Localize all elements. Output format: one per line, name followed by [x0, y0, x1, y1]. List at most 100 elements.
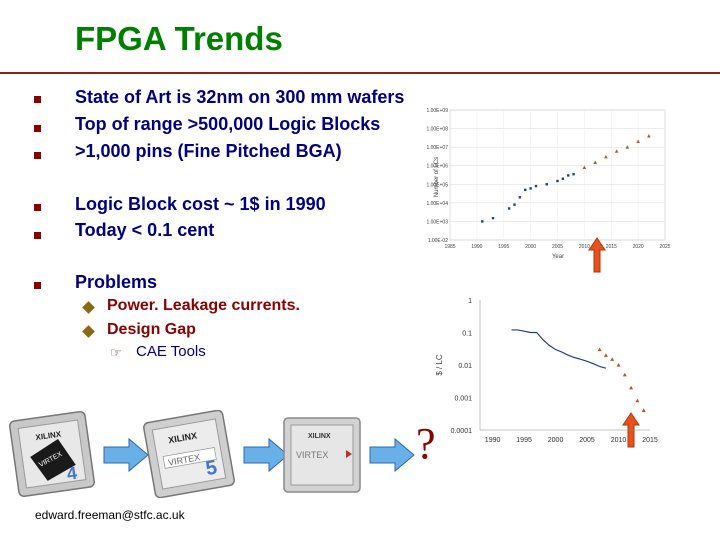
- data-point: [572, 172, 575, 176]
- x-tick-label: 2000: [548, 437, 564, 444]
- data-point: [561, 177, 565, 180]
- y-tick-label: 0.01: [458, 363, 472, 370]
- projection-points: [597, 347, 646, 413]
- projection-point: [593, 160, 597, 164]
- chip-number: 4: [66, 463, 79, 484]
- projection-point: [629, 385, 634, 390]
- virtex5-chip-image: XILINX VIRTEX 5: [143, 410, 235, 498]
- projection-point: [622, 372, 627, 377]
- bullet-marker: [34, 152, 41, 159]
- up-arrow-icon: [588, 237, 606, 273]
- y-tick-label: 1.00E+04: [426, 201, 448, 207]
- data-point: [507, 207, 511, 210]
- projection-point: [616, 363, 621, 367]
- right-arrow-icon: [369, 437, 415, 473]
- pointing-hand-icon: ☞: [110, 345, 122, 360]
- bullet-text: Top of range >500,000 Logic Blocks: [75, 114, 381, 134]
- x-tick-label: 1995: [498, 244, 509, 250]
- virtex4-chip-image: XILINX VIRTEX 4: [8, 410, 96, 498]
- data-point: [545, 183, 548, 186]
- bullet-marker: [34, 282, 41, 289]
- sub-bullet-text: Power. Leakage currents.: [107, 297, 300, 314]
- virtex-chip-image: XILINX VIRTEX: [283, 417, 361, 493]
- sub-bullet-marker: [82, 301, 95, 314]
- projection-point: [603, 353, 608, 357]
- title-divider: [0, 72, 720, 74]
- bullet-marker: [34, 96, 41, 103]
- sub-sub-bullet-text: CAE Tools: [136, 343, 206, 360]
- y-tick-label: 1.00E+07: [426, 145, 448, 151]
- x-tick-labels: 1985 1990 1995 2000 2005 2010 2015 2020 2025: [444, 244, 670, 250]
- footer-email: edward.freeman@stfc.ac.uk: [35, 508, 185, 522]
- bullet-text: Problems: [75, 272, 158, 292]
- projection-point: [647, 133, 651, 138]
- x-tick-label: 2010: [579, 244, 590, 250]
- bullet-text: Logic Block cost ~ 1$ in 1990: [75, 194, 326, 214]
- x-tick-label: 2025: [659, 244, 670, 250]
- x-tick-label: 1990: [471, 244, 482, 250]
- bullet-marker: [34, 232, 41, 239]
- y-tick-label: 0.001: [454, 396, 472, 403]
- x-tick-label: 2015: [606, 244, 617, 250]
- cost-trend-line: [511, 329, 607, 369]
- data-points: [481, 133, 651, 223]
- bullet-marker: [34, 125, 41, 132]
- bullet-text: State of Art is 32nm on 300 mm wafers: [75, 87, 405, 107]
- right-arrow-icon: [103, 437, 149, 473]
- chip-model: VIRTEX: [296, 450, 328, 460]
- projection-point: [597, 347, 602, 352]
- x-tick-labels: 1990 1995 2000 2005 2010 2015: [485, 437, 658, 444]
- projection-point: [641, 408, 646, 413]
- projection-point: [614, 149, 619, 153]
- projection-point: [636, 139, 640, 144]
- sub-bullet-text: Design Gap: [107, 321, 196, 338]
- gridlines: [449, 109, 666, 241]
- y-tick-label: 1.00E+09: [426, 108, 448, 114]
- x-tick-label: 2000: [525, 244, 536, 250]
- projection-point: [604, 154, 608, 159]
- x-tick-label: 2005: [579, 437, 595, 444]
- chip-number: 5: [204, 457, 219, 481]
- sub-bullet-marker: [82, 325, 95, 338]
- x-tick-label: 2020: [633, 244, 644, 250]
- chip-brand: XILINX: [35, 429, 62, 442]
- y-tick-label: 1.00E-02: [428, 238, 449, 244]
- x-tick-label: 2005: [552, 244, 563, 250]
- bullet-text: Today < 0.1 cent: [75, 220, 215, 240]
- x-tick-label: 1995: [516, 437, 532, 444]
- data-point: [524, 188, 527, 192]
- y-axis-label: $ / LC: [435, 354, 444, 376]
- right-arrow-icon: [243, 437, 289, 473]
- y-tick-label: 0.1: [462, 331, 472, 338]
- projection-point: [610, 357, 615, 361]
- y-tick-label: 1: [468, 298, 472, 305]
- data-point: [529, 187, 532, 190]
- data-point: [534, 184, 538, 188]
- y-tick-label: 1.00E+08: [426, 127, 448, 133]
- question-mark: ?: [416, 419, 436, 468]
- data-point: [556, 179, 559, 183]
- data-point: [518, 196, 522, 199]
- x-tick-label: 1990: [485, 437, 501, 444]
- x-axis-label: Year: [552, 254, 564, 260]
- projection-point: [582, 165, 587, 170]
- projection-point: [625, 145, 630, 149]
- x-tick-label: 2010: [611, 437, 627, 444]
- y-tick-labels: 1 0.1 0.01 0.001 0.0001: [451, 298, 473, 435]
- y-tick-label: 1.00E+06: [426, 164, 448, 170]
- x-tick-label: 1985: [444, 244, 455, 250]
- projection-point: [635, 398, 640, 403]
- x-tick-label: 2015: [642, 437, 658, 444]
- y-tick-label: 1.00E+05: [426, 182, 448, 188]
- y-tick-label: 0.0001: [451, 428, 473, 435]
- slide-title: FPGA Trends: [75, 20, 283, 57]
- lc-count-chart: 1.00E-02 1.00E+03 1.00E+04 1.00E+05 1.00E+06…: [426, 108, 670, 260]
- chip-brand: XILINX: [167, 430, 197, 445]
- bullet-marker: [34, 204, 41, 211]
- bullet-text: >1,000 pins (Fine Pitched BGA): [75, 141, 342, 161]
- data-point: [513, 203, 516, 206]
- chip-brand: XILINX: [308, 433, 331, 440]
- data-point: [491, 216, 495, 220]
- y-axis-label: Number of LCs: [434, 157, 440, 197]
- y-tick-label: 1.00E+03: [426, 219, 448, 225]
